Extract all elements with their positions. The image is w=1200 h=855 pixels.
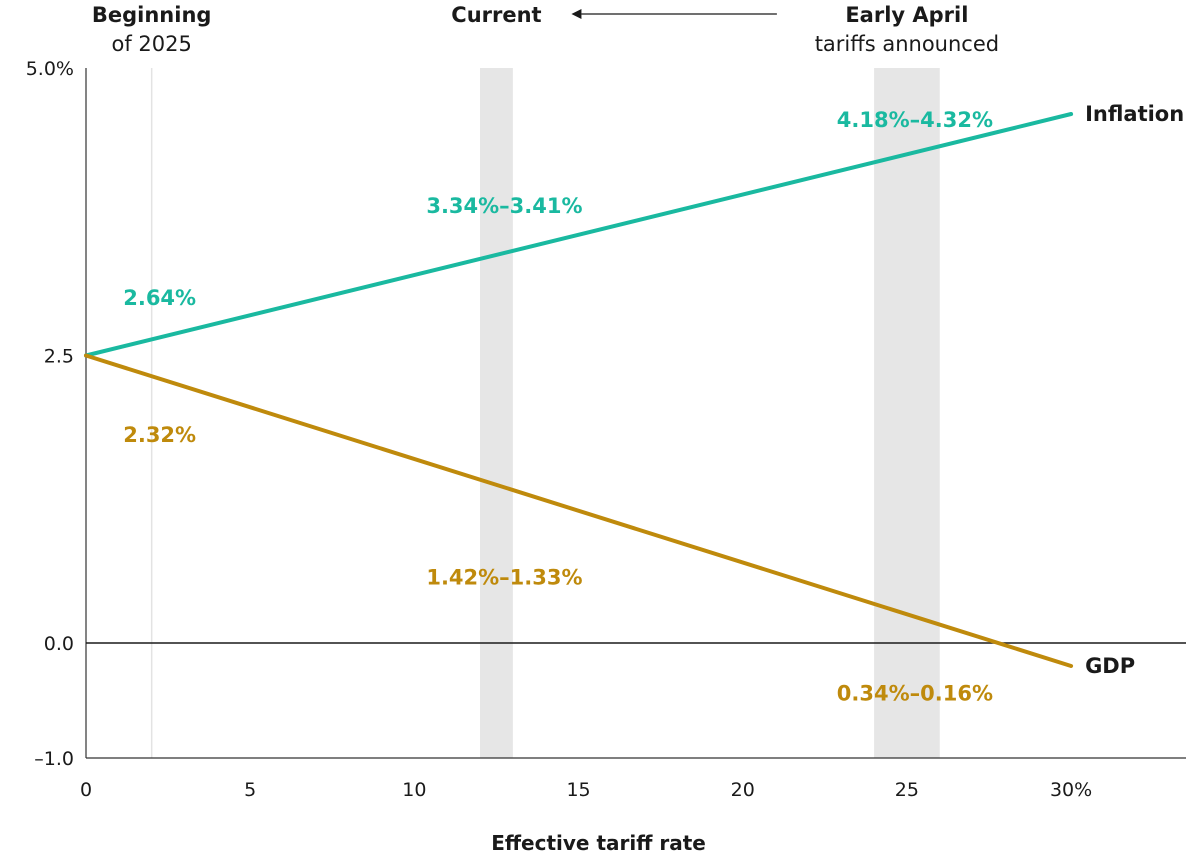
beginning-annotation: Beginning [92, 3, 212, 27]
x-tick-label: 10 [402, 779, 426, 801]
gdp-value-label: 0.34%–0.16% [837, 682, 993, 706]
gdp-series-line [84, 353, 1074, 668]
gdp-value-label: 1.42%–1.33% [426, 565, 582, 589]
early-april-annotation-sub: tariffs announced [815, 32, 999, 56]
y-tick-label: 2.5 [44, 346, 74, 368]
y-tick-label: 0.0 [44, 633, 74, 655]
x-axis-title: Effective tariff rate [491, 831, 706, 855]
y-tick-label: 5.0% [26, 58, 74, 80]
inflation-series-line [84, 112, 1074, 358]
y-tick-label: –1.0 [34, 748, 74, 770]
early-april-shaded-band [874, 68, 940, 758]
x-tick-label: 5 [244, 779, 256, 801]
x-tick-label: 15 [566, 779, 590, 801]
inflation-value-label: 3.34%–3.41% [426, 194, 582, 218]
early-april-annotation: Early April [845, 3, 968, 27]
current-shaded-band [480, 68, 513, 758]
inflation-series-label: Inflation [1085, 102, 1184, 126]
x-tick-label: 20 [731, 779, 755, 801]
x-tick-label: 30% [1050, 779, 1092, 801]
arrow-left-icon [571, 9, 582, 19]
inflation-value-label: 4.18%–4.32% [837, 108, 993, 132]
beginning-annotation-sub: of 2025 [111, 32, 191, 56]
current-annotation: Current [451, 3, 541, 27]
inflation-value-label: 2.64% [123, 286, 196, 310]
gdp-value-label: 2.32% [123, 423, 196, 447]
gdp-series-label: GDP [1085, 654, 1135, 678]
x-tick-label: 0 [80, 779, 92, 801]
x-tick-label: 25 [895, 779, 919, 801]
